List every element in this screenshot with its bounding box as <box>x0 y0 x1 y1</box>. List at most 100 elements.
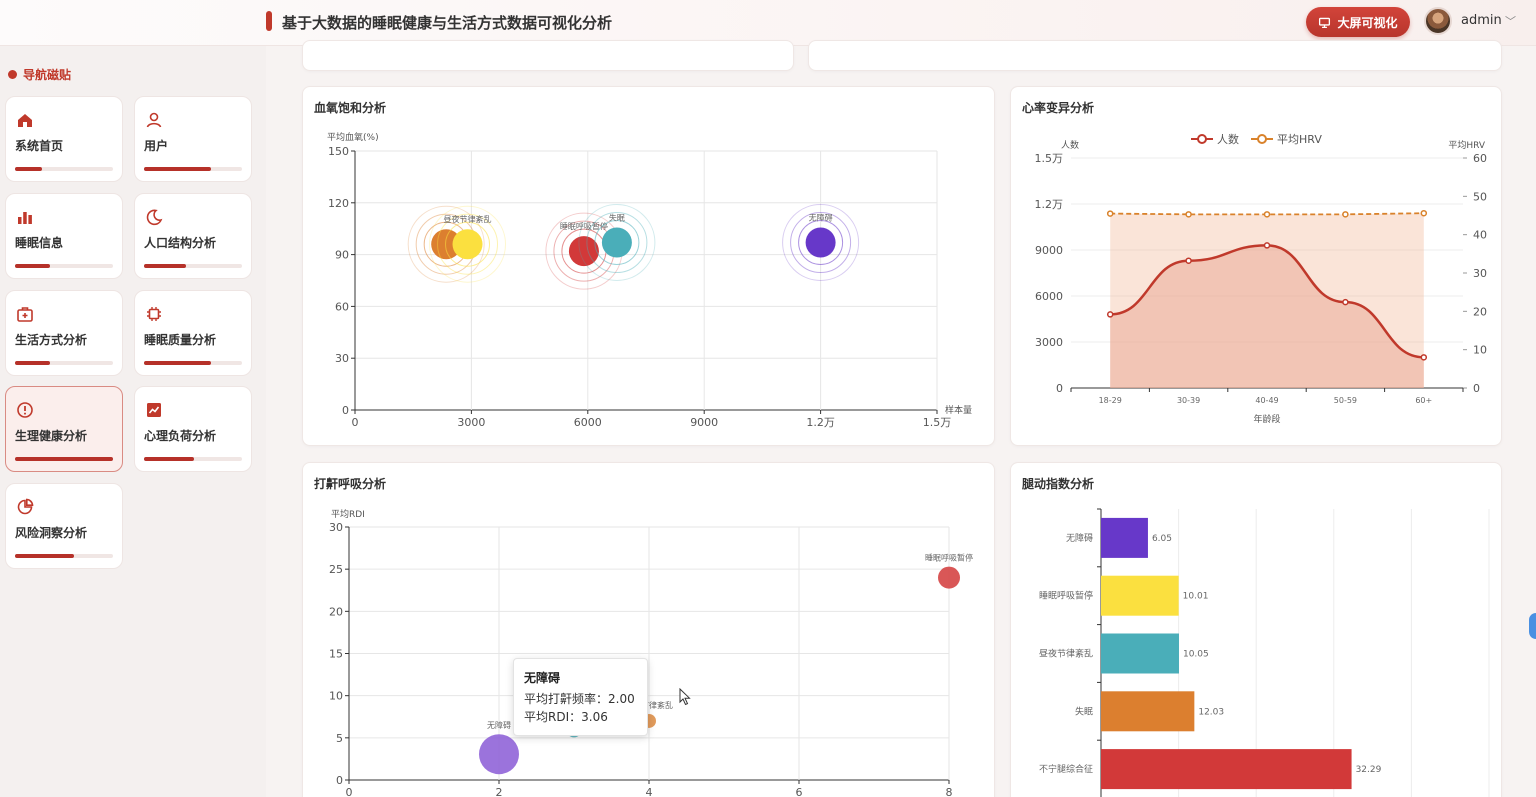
y-tick-label: 5 <box>336 732 343 745</box>
nav-tile-progress-track <box>15 167 113 171</box>
x-tick-label: 3000 <box>457 416 485 429</box>
hrv-point <box>1106 210 1114 217</box>
count-point <box>1106 311 1114 318</box>
nav-tile-progress-track <box>144 457 242 461</box>
bar-value-label: 12.03 <box>1198 707 1224 717</box>
x-tick-label: 30-39 <box>1177 396 1200 405</box>
y-tick-label: 0 <box>336 774 343 787</box>
spo2-card-title: 血氧饱和分析 <box>314 101 387 115</box>
bubble-ripple <box>798 220 844 266</box>
nav-tile-3[interactable]: 人口结构分析 <box>134 193 252 279</box>
nav-tile-progress-fill <box>15 554 74 558</box>
count-point <box>1185 257 1192 264</box>
x-tick-label: 18-29 <box>1099 396 1122 405</box>
count-point <box>1420 354 1428 361</box>
username[interactable]: admin <box>1461 13 1502 28</box>
bubble-ripple <box>445 221 491 267</box>
x-axis-title: 样本量 <box>945 404 972 416</box>
bubble-point <box>601 227 632 258</box>
bigscreen-button[interactable]: 大屏可视化 <box>1306 7 1410 37</box>
y-tick-label: 失眠 <box>1075 705 1093 717</box>
bar <box>1101 517 1148 558</box>
y-left-axis-title: 人数 <box>1061 139 1079 151</box>
legend-label: 平均HRV <box>1277 133 1322 146</box>
x-tick-label: 9000 <box>690 416 718 429</box>
floating-side-button[interactable] <box>1529 613 1536 639</box>
nav-tile-4[interactable]: 生活方式分析 <box>5 290 123 376</box>
x-tick-label: 4 <box>646 786 653 797</box>
bubble-label: 无障碍 <box>809 213 833 223</box>
y-left-tick-label: 6000 <box>1035 290 1063 303</box>
y-left-tick-label: 1.2万 <box>1035 198 1064 211</box>
hrv-chart: 0 3000 6000 9000 1.2万 1.5万 0 10 20 30 40 50 60 18-29 3… <box>1035 133 1488 425</box>
y-right-tick-label: 60 <box>1473 152 1487 165</box>
bar <box>1101 575 1179 616</box>
y-tick-label: 90 <box>335 249 349 262</box>
chip-icon <box>147 307 161 321</box>
bar <box>1101 633 1179 674</box>
y-tick-label: 120 <box>328 197 349 210</box>
y-right-tick-label: 20 <box>1473 305 1487 318</box>
bubble-label: 无障碍 <box>487 720 511 730</box>
bubble-point <box>938 566 960 589</box>
x-tick-label: 0 <box>352 416 359 429</box>
y-right-tick-label: 0 <box>1473 382 1480 395</box>
nav-heading-dot <box>8 70 17 79</box>
bubble-point <box>568 236 599 267</box>
nav-tile-1[interactable]: 用户 <box>134 96 252 182</box>
avatar[interactable] <box>1424 7 1452 35</box>
nav-tile-progress-track <box>15 264 113 268</box>
y-right-tick-label: 30 <box>1473 267 1487 280</box>
bar <box>1101 691 1195 732</box>
bubble-ripple <box>782 204 860 282</box>
nav-tile-label: 心理负荷分析 <box>144 429 217 443</box>
y-tick-label: 150 <box>328 145 349 158</box>
nav-tile-0[interactable]: 系统首页 <box>5 96 123 182</box>
y-tick-label: 0 <box>342 404 349 417</box>
bubble-ripple <box>407 205 485 283</box>
chevron-down-icon[interactable]: ﹀ <box>1505 15 1516 28</box>
home-icon <box>18 114 32 127</box>
nav-tile-6[interactable]: 生理健康分析 <box>5 386 123 472</box>
x-tick-label: 40-49 <box>1255 396 1278 405</box>
legend-label: 人数 <box>1217 133 1239 146</box>
nav-tile-progress-fill <box>144 167 211 171</box>
y-axis-title: 平均血氧(%) <box>327 131 379 143</box>
monitor-icon <box>1319 17 1331 28</box>
title-accent-bar <box>266 11 272 31</box>
bar <box>1101 749 1352 790</box>
y-tick-label: 20 <box>329 605 343 618</box>
hrv-point <box>1263 211 1271 218</box>
hrv-card-title: 心率变异分析 <box>1022 101 1095 115</box>
y-tick-label: 25 <box>329 563 343 576</box>
nav-tile-progress-fill <box>15 457 113 461</box>
y-tick-label: 昼夜节律紊乱 <box>1039 648 1093 660</box>
nav-tile-2[interactable]: 睡眠信息 <box>5 193 123 279</box>
bubble-ripple <box>429 205 507 283</box>
tooltip-row-snore: 平均打鼾频率：2.00 <box>524 692 635 706</box>
x-tick-label: 8 <box>946 786 953 797</box>
sidebar: 导航磁贴 系统首页 用户睡眠信息 人口结构分析生活方式分析 睡眠质量分析 生理健康分析 心… <box>0 46 266 797</box>
bubble-point <box>805 227 836 258</box>
nav-tile-8[interactable]: 风险洞察分析 <box>5 483 123 569</box>
nav-heading-label: 导航磁贴 <box>23 68 72 82</box>
nav-tile-5[interactable]: 睡眠质量分析 <box>134 290 252 376</box>
nav-tile-label: 用户 <box>144 139 169 153</box>
x-tick-label: 6 <box>796 786 803 797</box>
x-tick-label: 1.5万 <box>923 416 952 429</box>
nav-tile-7[interactable]: 心理负荷分析 <box>134 386 252 472</box>
legend-marker <box>1257 134 1267 144</box>
top-card-left <box>302 40 794 71</box>
bigscreen-label: 大屏可视化 <box>1337 15 1398 30</box>
leg-chart: 无障碍 6.05 睡眠呼吸暂停 10.01 昼夜节律紊乱 10.05 失眠 12.03 不宁腿综… <box>1039 508 1490 797</box>
nav-tile-progress-track <box>144 264 242 268</box>
y-tick-label: 15 <box>329 648 343 661</box>
top-header: 基于大数据的睡眠健康与生活方式数据可视化分析 大屏可视化 admin ﹀ <box>0 0 1536 46</box>
y-right-tick-label: 40 <box>1473 229 1487 242</box>
y-left-tick-label: 9000 <box>1035 244 1063 257</box>
hrv-area <box>1110 213 1424 388</box>
nav-tile-label: 生活方式分析 <box>15 333 88 347</box>
bar-value-label: 10.05 <box>1183 650 1209 660</box>
count-area <box>1110 245 1424 388</box>
snore-card-title: 打鼾呼吸分析 <box>314 477 387 491</box>
